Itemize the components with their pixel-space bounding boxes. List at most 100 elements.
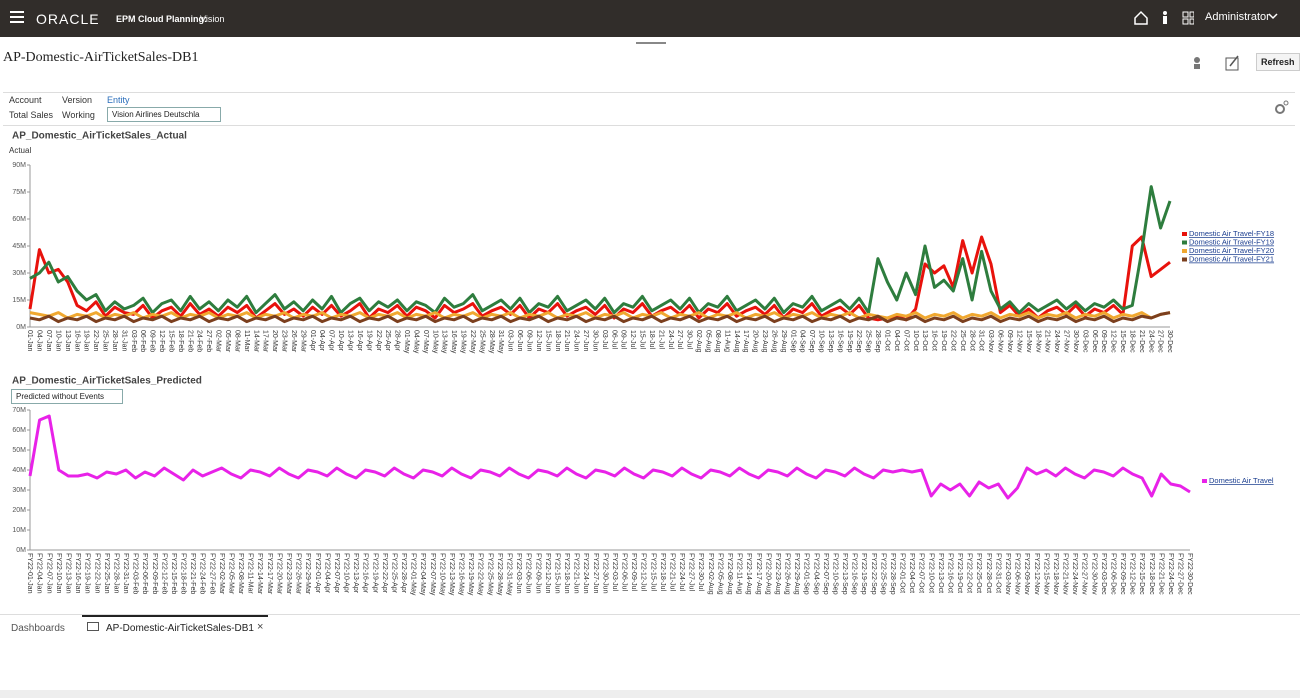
toolbar-icons[interactable]: [1190, 55, 1244, 71]
data-line: [29, 185, 1172, 315]
x-tick-label: FY22-06-Jun: [525, 553, 532, 594]
entity-dropdown[interactable]: Vision Airlines Deutschla: [107, 107, 221, 122]
x-tick-label: 12-Jun: [535, 330, 542, 352]
x-tick-label: 09-Feb: [149, 330, 156, 352]
x-tick-label: 17-Mar: [262, 330, 269, 353]
x-tick-label: 19-Sep: [846, 330, 853, 353]
tab-divider: [0, 614, 1300, 615]
x-tick-label: FY22-03-Jun: [515, 553, 522, 594]
x-tick-label: 20-Aug: [752, 330, 759, 353]
drag-handle[interactable]: [636, 42, 666, 44]
refresh-button[interactable]: Refresh: [1256, 53, 1300, 71]
x-tick-label: FY22-03-Feb: [132, 553, 139, 594]
user-menu[interactable]: Administrator: [1205, 11, 1270, 23]
x-tick-label: 13-Jan: [64, 330, 71, 352]
dropdown-value: Predicted without Events: [16, 392, 105, 401]
x-tick-label: FY22-31-Oct: [994, 553, 1001, 593]
x-tick-label: 27-Dec: [1157, 330, 1164, 353]
x-tick-label: 21-Jun: [563, 330, 570, 352]
dropdown-value: Vision Airlines Deutschla: [112, 110, 200, 119]
x-tick-label: FY22-15-Jul: [649, 553, 656, 592]
x-tick-label: FY22-11-Mar: [247, 553, 254, 594]
x-tick-label: FY22-03-Nov: [1004, 553, 1011, 595]
x-tick-label: 07-Apr: [328, 330, 335, 352]
x-tick-label: 19-Oct: [940, 330, 947, 351]
x-tick-label: FY22-10-May: [438, 553, 445, 596]
x-tick-label: FY22-23-Mar: [285, 553, 292, 595]
data-line: [28, 414, 1191, 500]
x-tick-label: FY22-25-May: [486, 553, 493, 596]
x-tick-label: FY22-25-Jan: [103, 553, 110, 594]
x-tick-label: FY22-19-Sep: [860, 553, 867, 595]
pov-value: Total Sales: [9, 110, 54, 120]
x-tick-label: FY22-10-Sep: [831, 553, 838, 595]
x-tick-label: 25-Apr: [384, 330, 391, 352]
legend-label: Domestic Air Travel-FY18: [1189, 229, 1274, 238]
x-tick-label: FY22-30-Jun: [601, 553, 608, 594]
chart-title: AP_Domestic_AirTicketSales_Predicted: [12, 376, 202, 387]
x-tick-label: 05-Aug: [705, 330, 712, 353]
x-tick-label: FY22-12-Jun: [544, 553, 551, 594]
y-tick-label: 75M: [12, 189, 26, 196]
x-tick-label: FY22-17-Aug: [755, 553, 762, 595]
x-tick-label: FY22-21-Dec: [1157, 553, 1164, 595]
x-tick-label: FY22-24-Jun: [582, 553, 589, 594]
x-tick-label: FY22-19-Oct: [956, 553, 963, 593]
legend-swatch: [1202, 479, 1207, 483]
x-tick-label: 29-Aug: [780, 330, 787, 353]
x-tick-label: 22-May: [469, 330, 476, 354]
x-tick-label: 24-Feb: [196, 330, 203, 352]
x-tick-label: 11-Mar: [243, 330, 250, 352]
x-tick-label: 09-Jun: [525, 330, 532, 352]
legend-swatch: [1182, 257, 1187, 262]
x-tick-label: FY22-25-Apr: [390, 553, 397, 594]
x-tick-label: FY22-01-Apr: [314, 553, 321, 594]
tab[interactable]: Dashboards: [11, 623, 65, 634]
y-tick-label: 30M: [12, 487, 26, 494]
data-line: [29, 311, 1171, 320]
x-tick-label: FY22-30-Jul: [697, 553, 704, 592]
x-tick-label: 01-Sep: [789, 330, 796, 353]
x-tick-label: FY22-03-Jul: [611, 553, 618, 592]
header-icons[interactable]: [1134, 10, 1194, 26]
menu-icon[interactable]: [10, 11, 24, 23]
x-tick-label: FY22-30-Dec: [1186, 553, 1193, 595]
x-tick-label: 25-May: [478, 330, 485, 354]
scenario-dropdown[interactable]: Predicted without Events: [11, 389, 123, 404]
x-tick-label: FY22-14-Mar: [256, 553, 263, 595]
x-tick-label: 12-Dec: [1110, 330, 1117, 353]
x-tick-label: 27-Feb: [205, 330, 212, 352]
x-tick-label: FY22-15-Nov: [1042, 553, 1049, 595]
x-tick-label: 31-May: [497, 330, 504, 354]
x-tick-label: 16-Apr: [356, 330, 363, 352]
x-tick-label: FY22-07-Oct: [918, 553, 925, 593]
x-tick-label: FY22-26-Aug: [784, 553, 791, 595]
pov-label: Entity: [107, 95, 130, 105]
x-tick-label: FY22-27-Nov: [1081, 553, 1088, 595]
data-line: [28, 235, 1171, 322]
x-tick-label: FY22-18-Jun: [563, 553, 570, 594]
x-tick-label: 11-Aug: [723, 330, 730, 352]
x-tick-label: FY22-19-Apr: [371, 553, 378, 594]
x-tick-label: FY22-27-Feb: [208, 553, 215, 594]
x-tick-label: 01-Jan: [26, 330, 33, 352]
x-tick-label: 24-Jul: [667, 330, 674, 350]
x-tick-label: 03-Nov: [987, 330, 994, 353]
x-tick-label: FY22-27-Jul: [688, 553, 695, 592]
x-tick-label: 13-Oct: [921, 330, 928, 351]
x-tick-label: FY22-15-Jun: [553, 553, 560, 594]
x-tick-label: 21-Dec: [1138, 330, 1145, 353]
x-tick-label: FY22-13-Apr: [352, 553, 359, 594]
x-tick-label: 18-Jun: [554, 330, 561, 352]
x-tick-label: FY22-24-Feb: [199, 553, 206, 594]
settings-icon[interactable]: [1273, 100, 1289, 116]
x-tick-label: FY22-24-Nov: [1071, 553, 1078, 595]
x-tick-label: 13-Sep: [827, 330, 834, 353]
x-tick-label: 10-Oct: [912, 330, 919, 351]
y-tick-label: 90M: [12, 162, 26, 169]
app-name: Vision: [200, 14, 225, 24]
active-tab-indicator: [82, 615, 268, 617]
tab[interactable]: AP-Domestic-AirTicketSales-DB1: [106, 623, 254, 634]
close-tab[interactable]: ×: [257, 621, 264, 633]
